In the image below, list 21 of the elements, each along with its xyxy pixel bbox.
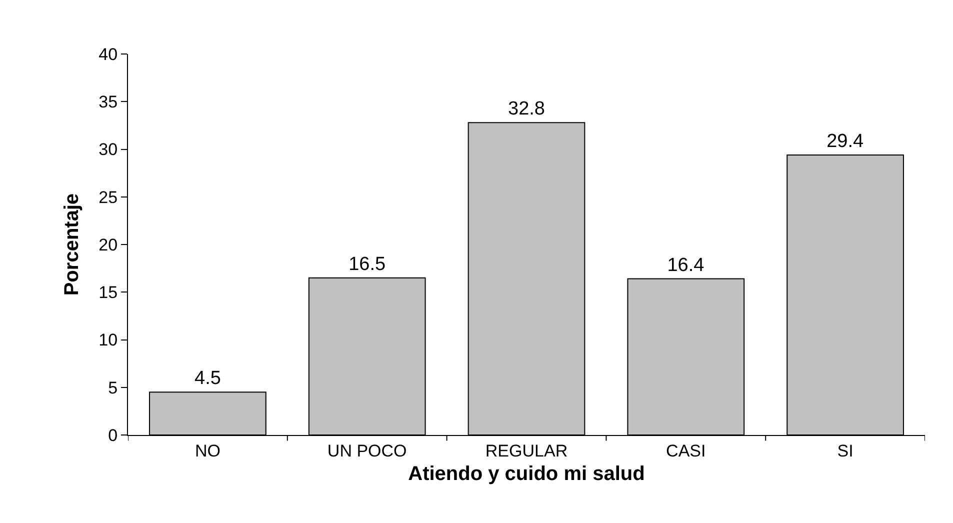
data-label: 29.4 (826, 130, 864, 152)
x-axis-title: Atiendo y cuido mi salud (408, 462, 645, 485)
data-label: 32.8 (508, 98, 545, 120)
y-tick-label: 30 (98, 140, 118, 160)
y-tick-label: 35 (98, 92, 118, 112)
y-tick-label: 20 (98, 235, 118, 254)
y-tick-label: 15 (98, 283, 118, 302)
x-tick-label: NO (194, 441, 220, 460)
y-tick-label: 5 (108, 378, 118, 398)
x-tick-label: SI (837, 441, 854, 460)
data-label: 16.4 (667, 254, 705, 276)
y-axis-title: Porcentaje (61, 193, 84, 296)
x-tick-label: CASI (666, 441, 706, 460)
x-tick-label: UN POCO (327, 441, 407, 460)
data-label: 4.5 (194, 368, 221, 390)
y-tick-label: 10 (98, 330, 118, 350)
y-tick-label: 25 (98, 188, 118, 207)
y-tick-label: 40 (98, 44, 118, 64)
x-tick-label: REGULAR (485, 441, 568, 460)
y-tick-label: 0 (108, 426, 118, 445)
data-label: 16.5 (348, 254, 386, 275)
